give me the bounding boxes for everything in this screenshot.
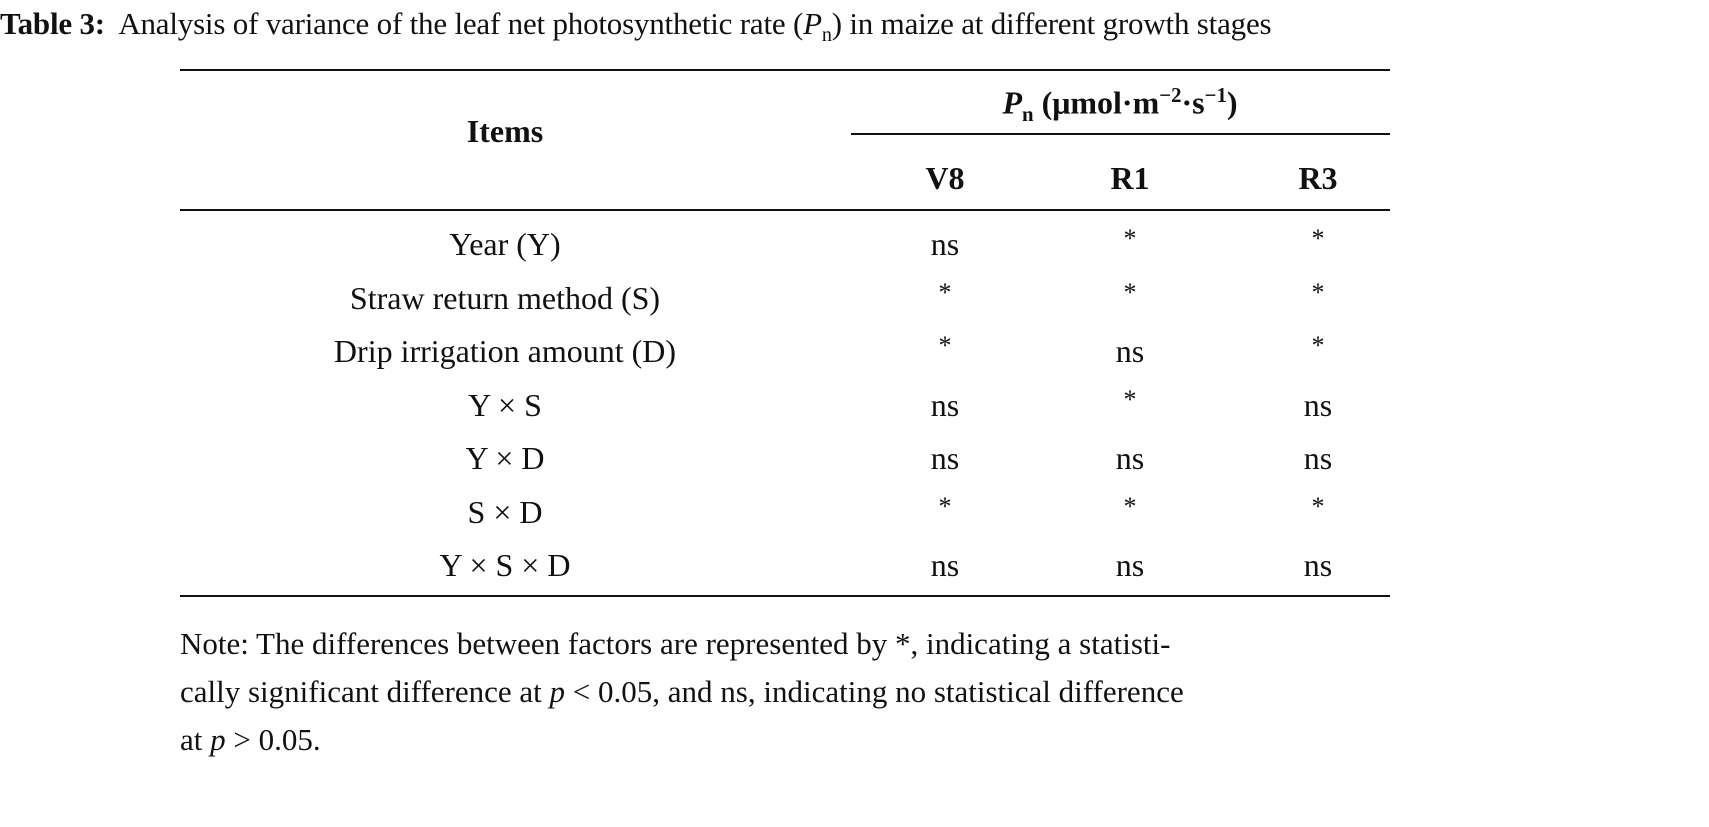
note-p: p [549, 674, 566, 709]
note-text: < 0.05, and ns, indicating no statistica… [565, 674, 1184, 709]
not-significant: ns [1303, 386, 1333, 423]
row-value-r3: * [1311, 331, 1325, 370]
not-significant: ns [1115, 440, 1145, 476]
not-significant: ns [1303, 547, 1333, 583]
row-value-v8: ns [931, 440, 959, 477]
column-header-r1: R1 [1110, 160, 1150, 196]
row-value-r1: * [1123, 491, 1137, 531]
top-rule [180, 69, 1390, 71]
row-value-r3: * [1311, 224, 1325, 263]
unit-part: ) [1226, 84, 1238, 121]
row-item: Straw return method (S) [349, 279, 661, 316]
column-header-r3: R3 [1298, 160, 1338, 196]
unit-exp: −1 [1204, 84, 1227, 107]
significance-star: * [1311, 491, 1325, 521]
row-value-r1: ns [1116, 333, 1144, 370]
row-value-v8: ns [931, 547, 959, 584]
not-significant: ns [930, 226, 960, 262]
note-line-1: Note: The differences between factors ar… [180, 626, 1171, 661]
note-line-3: at p > 0.05. [180, 722, 1390, 758]
pn-symbol: P [1002, 84, 1023, 121]
row-value-r3: ns [1304, 547, 1332, 584]
row-value-r1: ns [1116, 440, 1144, 477]
unit-part: (μmol·m [1033, 84, 1160, 121]
not-significant: ns [930, 547, 960, 583]
not-significant: ns [1115, 547, 1145, 583]
significance-star: * [1123, 277, 1137, 307]
significance-star: * [938, 277, 952, 307]
row-value-r3: ns [1304, 387, 1332, 424]
caption-text-after: ) in maize at different growth stages [831, 6, 1272, 41]
caption-label: Table 3: [0, 6, 105, 41]
significance-star: * [1311, 331, 1325, 360]
row-item: S × D [467, 493, 543, 530]
column-header-v8: V8 [925, 160, 965, 196]
row-value-r1: ns [1116, 547, 1144, 584]
significance-star: * [938, 331, 952, 360]
unit-part: ·s [1181, 84, 1205, 121]
note-text: cally significant difference at [180, 674, 550, 709]
caption-text-before: Analysis of variance of the leaf net pho… [118, 6, 804, 41]
row-value-v8: ns [931, 387, 959, 424]
row-value-r1: * [1123, 277, 1137, 317]
pn-sub: n [1022, 103, 1034, 127]
not-significant: ns [930, 440, 960, 476]
not-significant: ns [930, 386, 960, 423]
row-value-r1: * [1123, 384, 1137, 424]
bottom-rule [180, 595, 1390, 597]
caption-symbol: P [803, 6, 822, 41]
row-value-r3: * [1311, 277, 1325, 317]
significance-star: * [1123, 384, 1137, 414]
row-value-r3: ns [1304, 440, 1332, 477]
row-item: Y × S × D [439, 547, 571, 583]
significance-star: * [1123, 224, 1137, 253]
row-item: Year (Y) [449, 226, 561, 262]
row-item: Y × S [468, 386, 542, 423]
group-rule [851, 133, 1390, 135]
caption-symbol-sub: n [821, 24, 832, 47]
header-rule [180, 209, 1390, 211]
note-line-2: cally significant difference at p < 0.05… [180, 674, 1390, 710]
significance-star: * [938, 491, 952, 521]
significance-star: * [1311, 277, 1325, 307]
row-value-v8: * [938, 331, 952, 370]
significance-star: * [1123, 491, 1137, 521]
items-header: Items [466, 113, 544, 149]
row-item: Y × D [465, 440, 545, 476]
unit-exp: −2 [1159, 84, 1182, 107]
table-caption: Table 3: Analysis of variance of the lea… [0, 6, 1272, 47]
row-item: Drip irrigation amount (D) [333, 333, 677, 369]
not-significant: ns [1303, 440, 1333, 476]
group-header: Pn (μmol·m−2·s−1) [1002, 84, 1237, 127]
row-value-r1: * [1123, 224, 1137, 263]
row-value-r3: * [1311, 491, 1325, 531]
row-value-v8: * [938, 277, 952, 317]
note-p: p [210, 722, 226, 757]
significance-star: * [1311, 224, 1325, 253]
note-text: at [180, 722, 211, 757]
row-value-v8: ns [931, 226, 959, 263]
not-significant: ns [1115, 333, 1145, 369]
note-text: > 0.05. [225, 722, 321, 757]
row-value-v8: * [938, 491, 952, 531]
